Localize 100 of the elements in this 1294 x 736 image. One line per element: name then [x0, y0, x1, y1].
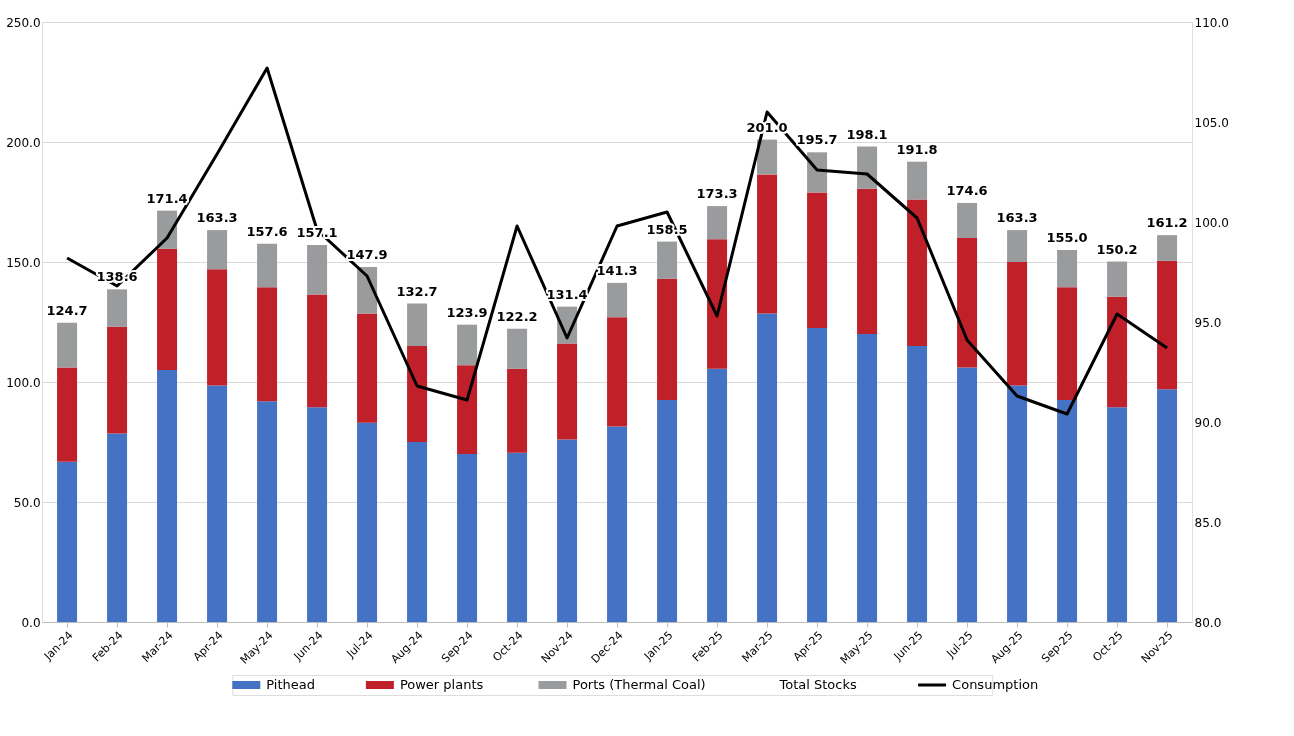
bar	[757, 313, 778, 622]
bar	[1107, 407, 1128, 622]
legend-label: Consumption	[952, 677, 1039, 692]
bar	[57, 367, 78, 462]
bar	[957, 202, 978, 238]
bar	[1157, 235, 1178, 261]
y-tick-label: 200.0	[6, 135, 41, 150]
bar	[407, 346, 428, 442]
bar	[107, 326, 128, 434]
y2-tick-label: 85.0	[1194, 515, 1222, 530]
bar	[507, 368, 528, 453]
bar	[57, 322, 78, 368]
bar	[807, 152, 828, 193]
bar	[607, 426, 628, 622]
bar	[407, 303, 428, 346]
bar	[307, 407, 328, 622]
bar	[857, 188, 878, 334]
total-label: 195.7	[796, 132, 838, 148]
total-label: 163.3	[996, 210, 1038, 226]
bar	[107, 433, 128, 622]
bar	[307, 294, 328, 408]
bar	[157, 370, 178, 622]
bar	[657, 400, 678, 622]
total-label: 132.7	[396, 283, 438, 299]
legend-label: Ports (Thermal Coal)	[572, 677, 706, 692]
bar	[1107, 261, 1128, 297]
bar	[907, 199, 928, 346]
total-label: 157.6	[246, 223, 288, 239]
bar	[507, 328, 528, 369]
bar	[1107, 296, 1128, 408]
total-label: 124.7	[46, 302, 88, 318]
bar	[257, 287, 278, 402]
bar	[557, 343, 578, 440]
bar	[1007, 262, 1028, 386]
total-label: 171.4	[146, 190, 188, 206]
bar	[607, 282, 628, 318]
bar	[57, 461, 78, 622]
bar	[857, 146, 878, 189]
bar	[657, 278, 678, 400]
y-tick-label: 100.0	[6, 375, 41, 390]
y2-tick-label: 80.0	[1194, 615, 1222, 630]
y2-tick-label: 110.0	[1194, 15, 1229, 30]
bar	[757, 139, 778, 175]
total-label: 173.3	[696, 186, 738, 202]
y-tick-label: 0.0	[21, 615, 41, 630]
bar	[457, 365, 478, 454]
total-label: 141.3	[596, 262, 638, 278]
total-label: 163.3	[196, 210, 238, 226]
bar	[257, 243, 278, 288]
bar	[957, 238, 978, 368]
bar	[607, 317, 628, 427]
bar	[207, 385, 228, 622]
bar	[457, 454, 478, 622]
total-label: 161.2	[1146, 215, 1188, 231]
y2-tick-label: 100.0	[1194, 215, 1229, 230]
total-label: 155.0	[1046, 230, 1088, 245]
bar	[1057, 400, 1078, 622]
bar	[107, 289, 128, 327]
y-tick-label: 50.0	[13, 495, 41, 510]
y2-tick-label: 105.0	[1194, 115, 1229, 130]
y2-tick-label: 90.0	[1194, 415, 1222, 430]
total-label: 198.1	[846, 126, 888, 142]
bar	[657, 241, 678, 279]
bar	[207, 269, 228, 386]
bar	[907, 346, 928, 622]
bar	[457, 324, 478, 366]
y-tick-label: 250.0	[6, 15, 41, 30]
bar	[1057, 250, 1078, 288]
bar	[257, 401, 278, 622]
bar	[307, 244, 328, 295]
bar	[207, 230, 228, 270]
bar	[357, 422, 378, 622]
total-label: 123.9	[446, 304, 488, 320]
y-tick-label: 150.0	[6, 255, 41, 270]
bar	[757, 174, 778, 314]
bar	[1007, 230, 1028, 262]
bar	[407, 442, 428, 622]
bar	[907, 161, 928, 200]
total-label: 147.9	[346, 247, 388, 263]
text: Total Stocks	[778, 677, 857, 692]
bar	[707, 206, 728, 240]
bar	[707, 368, 728, 622]
bar	[1057, 287, 1078, 400]
bar	[957, 367, 978, 622]
bar	[707, 239, 728, 369]
y2-tick-label: 95.0	[1194, 315, 1222, 330]
bar	[157, 248, 178, 370]
legend-label: Power plants	[399, 677, 484, 692]
bar	[557, 439, 578, 622]
legend-label: Pithead	[266, 677, 316, 692]
total-label: 150.2	[1096, 241, 1138, 257]
bar	[1157, 389, 1178, 622]
bar	[507, 452, 528, 622]
bar	[807, 328, 828, 622]
total-label: 122.2	[496, 308, 538, 324]
bar	[1007, 385, 1028, 622]
bar	[357, 313, 378, 423]
bar	[1157, 260, 1178, 390]
bar	[857, 334, 878, 622]
total-label: 174.6	[946, 182, 988, 198]
